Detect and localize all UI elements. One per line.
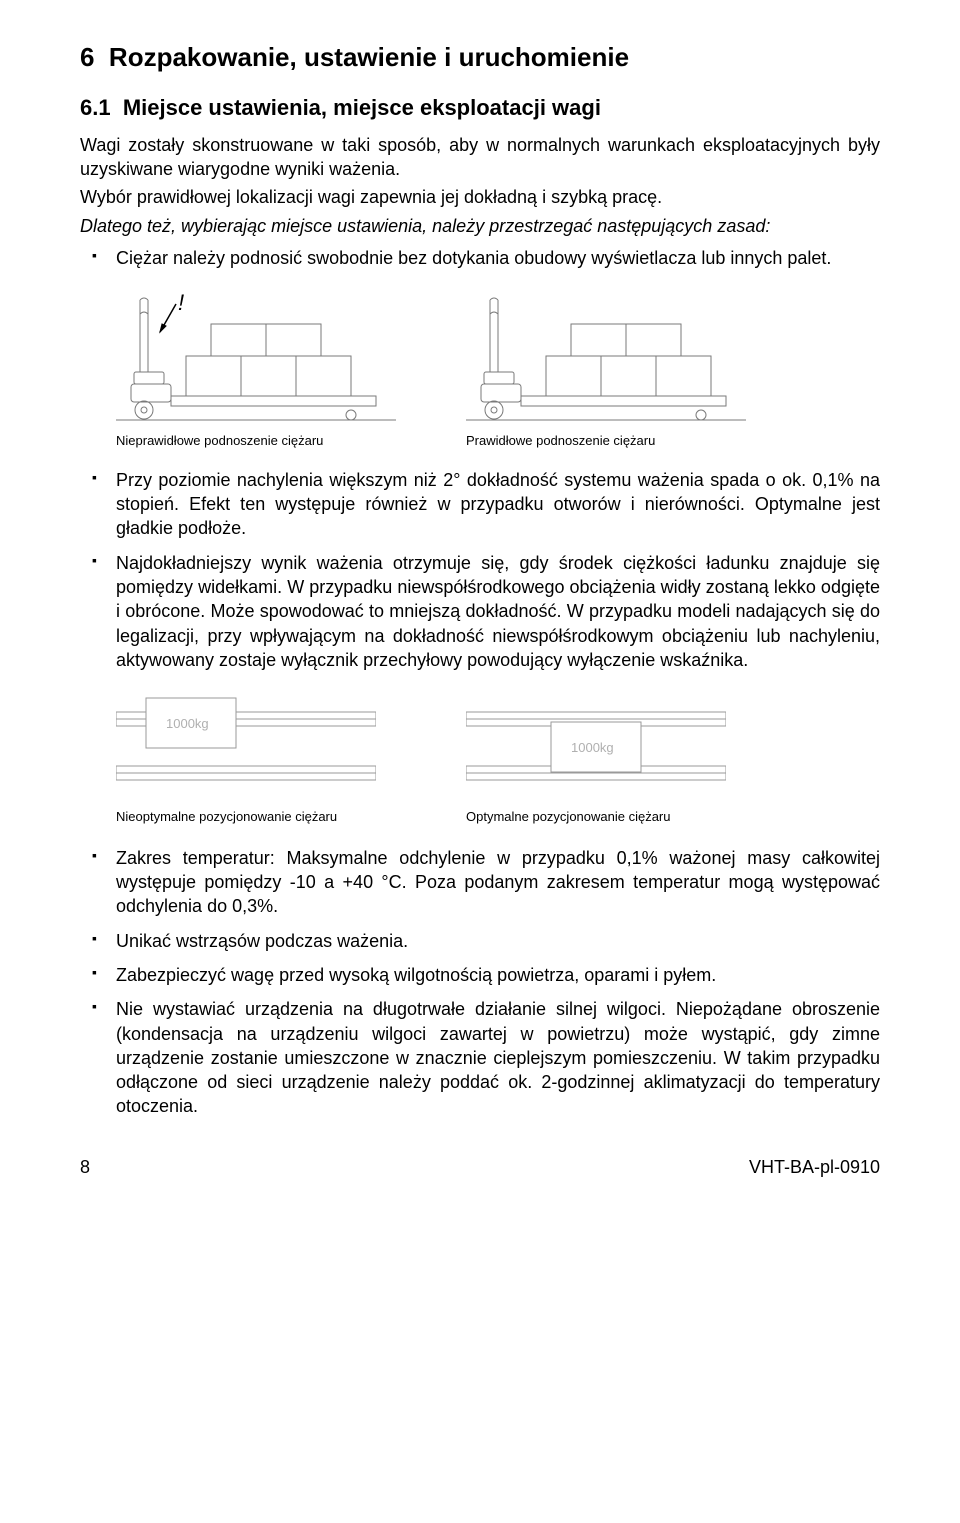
figure-incorrect-lift: !: [116, 294, 396, 424]
bullet-item: Zakres temperatur: Maksymalne odchylenie…: [116, 846, 880, 919]
bullet-item: Najdokładniejszy wynik ważenia otrzymuje…: [116, 551, 880, 672]
bullet-item: Zabezpieczyć wagę przed wysoką wilgotnoś…: [116, 963, 880, 987]
caption-incorrect-lift: Nieprawidłowe podnoszenie ciężaru: [116, 432, 396, 450]
pallet-truck-correct-icon: [466, 294, 746, 424]
bullet-list-3: Zakres temperatur: Maksymalne odchylenie…: [80, 846, 880, 1119]
page-number: 8: [80, 1155, 90, 1179]
section-title: Rozpakowanie, ustawienie i uruchomienie: [109, 42, 629, 72]
figure-optimal-position: 1000kg: [466, 692, 726, 802]
svg-text:!: !: [178, 294, 184, 315]
figure-captions-2: Nieoptymalne pozycjonowanie ciężaru Opty…: [116, 808, 880, 826]
section-heading: 6 Rozpakowanie, ustawienie i uruchomieni…: [80, 40, 880, 75]
page-footer: 8 VHT-BA-pl-0910: [80, 1155, 880, 1179]
caption-nonoptimal-position: Nieoptymalne pozycjonowanie ciężaru: [116, 808, 376, 826]
fork-nonoptimal-icon: 1000kg: [116, 692, 376, 802]
intro-paragraph-2: Wybór prawidłowej lokalizacji wagi zapew…: [80, 185, 880, 209]
svg-text:1000kg: 1000kg: [571, 740, 614, 755]
bullet-item: Ciężar należy podnosić swobodnie bez dot…: [116, 246, 880, 270]
bullet-list-2: Przy poziomie nachylenia większym niż 2°…: [80, 468, 880, 672]
fork-optimal-icon: 1000kg: [466, 692, 726, 802]
figure-row-1: !: [116, 294, 880, 424]
svg-text:1000kg: 1000kg: [166, 716, 209, 731]
subsection-heading: 6.1 Miejsce ustawienia, miejsce eksploat…: [80, 93, 880, 123]
figure-row-2: 1000kg 1000kg: [116, 692, 880, 802]
figure-nonoptimal-position: 1000kg: [116, 692, 376, 802]
figure-captions-1: Nieprawidłowe podnoszenie ciężaru Prawid…: [116, 432, 880, 450]
caption-optimal-position: Optymalne pozycjonowanie ciężaru: [466, 808, 726, 826]
doc-id: VHT-BA-pl-0910: [749, 1155, 880, 1179]
section-number: 6: [80, 42, 94, 72]
bullet-list-1: Ciężar należy podnosić swobodnie bez dot…: [80, 246, 880, 270]
bullet-item: Unikać wstrząsów podczas ważenia.: [116, 929, 880, 953]
subsection-title: Miejsce ustawienia, miejsce eksploatacji…: [123, 95, 601, 120]
caption-correct-lift: Prawidłowe podnoszenie ciężaru: [466, 432, 746, 450]
figure-correct-lift: [466, 294, 746, 424]
subsection-number: 6.1: [80, 95, 111, 120]
pallet-truck-incorrect-icon: !: [116, 294, 396, 424]
bullet-item: Nie wystawiać urządzenia na długotrwałe …: [116, 997, 880, 1118]
intro-paragraph-3: Dlatego też, wybierając miejsce ustawien…: [80, 214, 880, 238]
bullet-item: Przy poziomie nachylenia większym niż 2°…: [116, 468, 880, 541]
intro-paragraph-1: Wagi zostały skonstruowane w taki sposób…: [80, 133, 880, 182]
